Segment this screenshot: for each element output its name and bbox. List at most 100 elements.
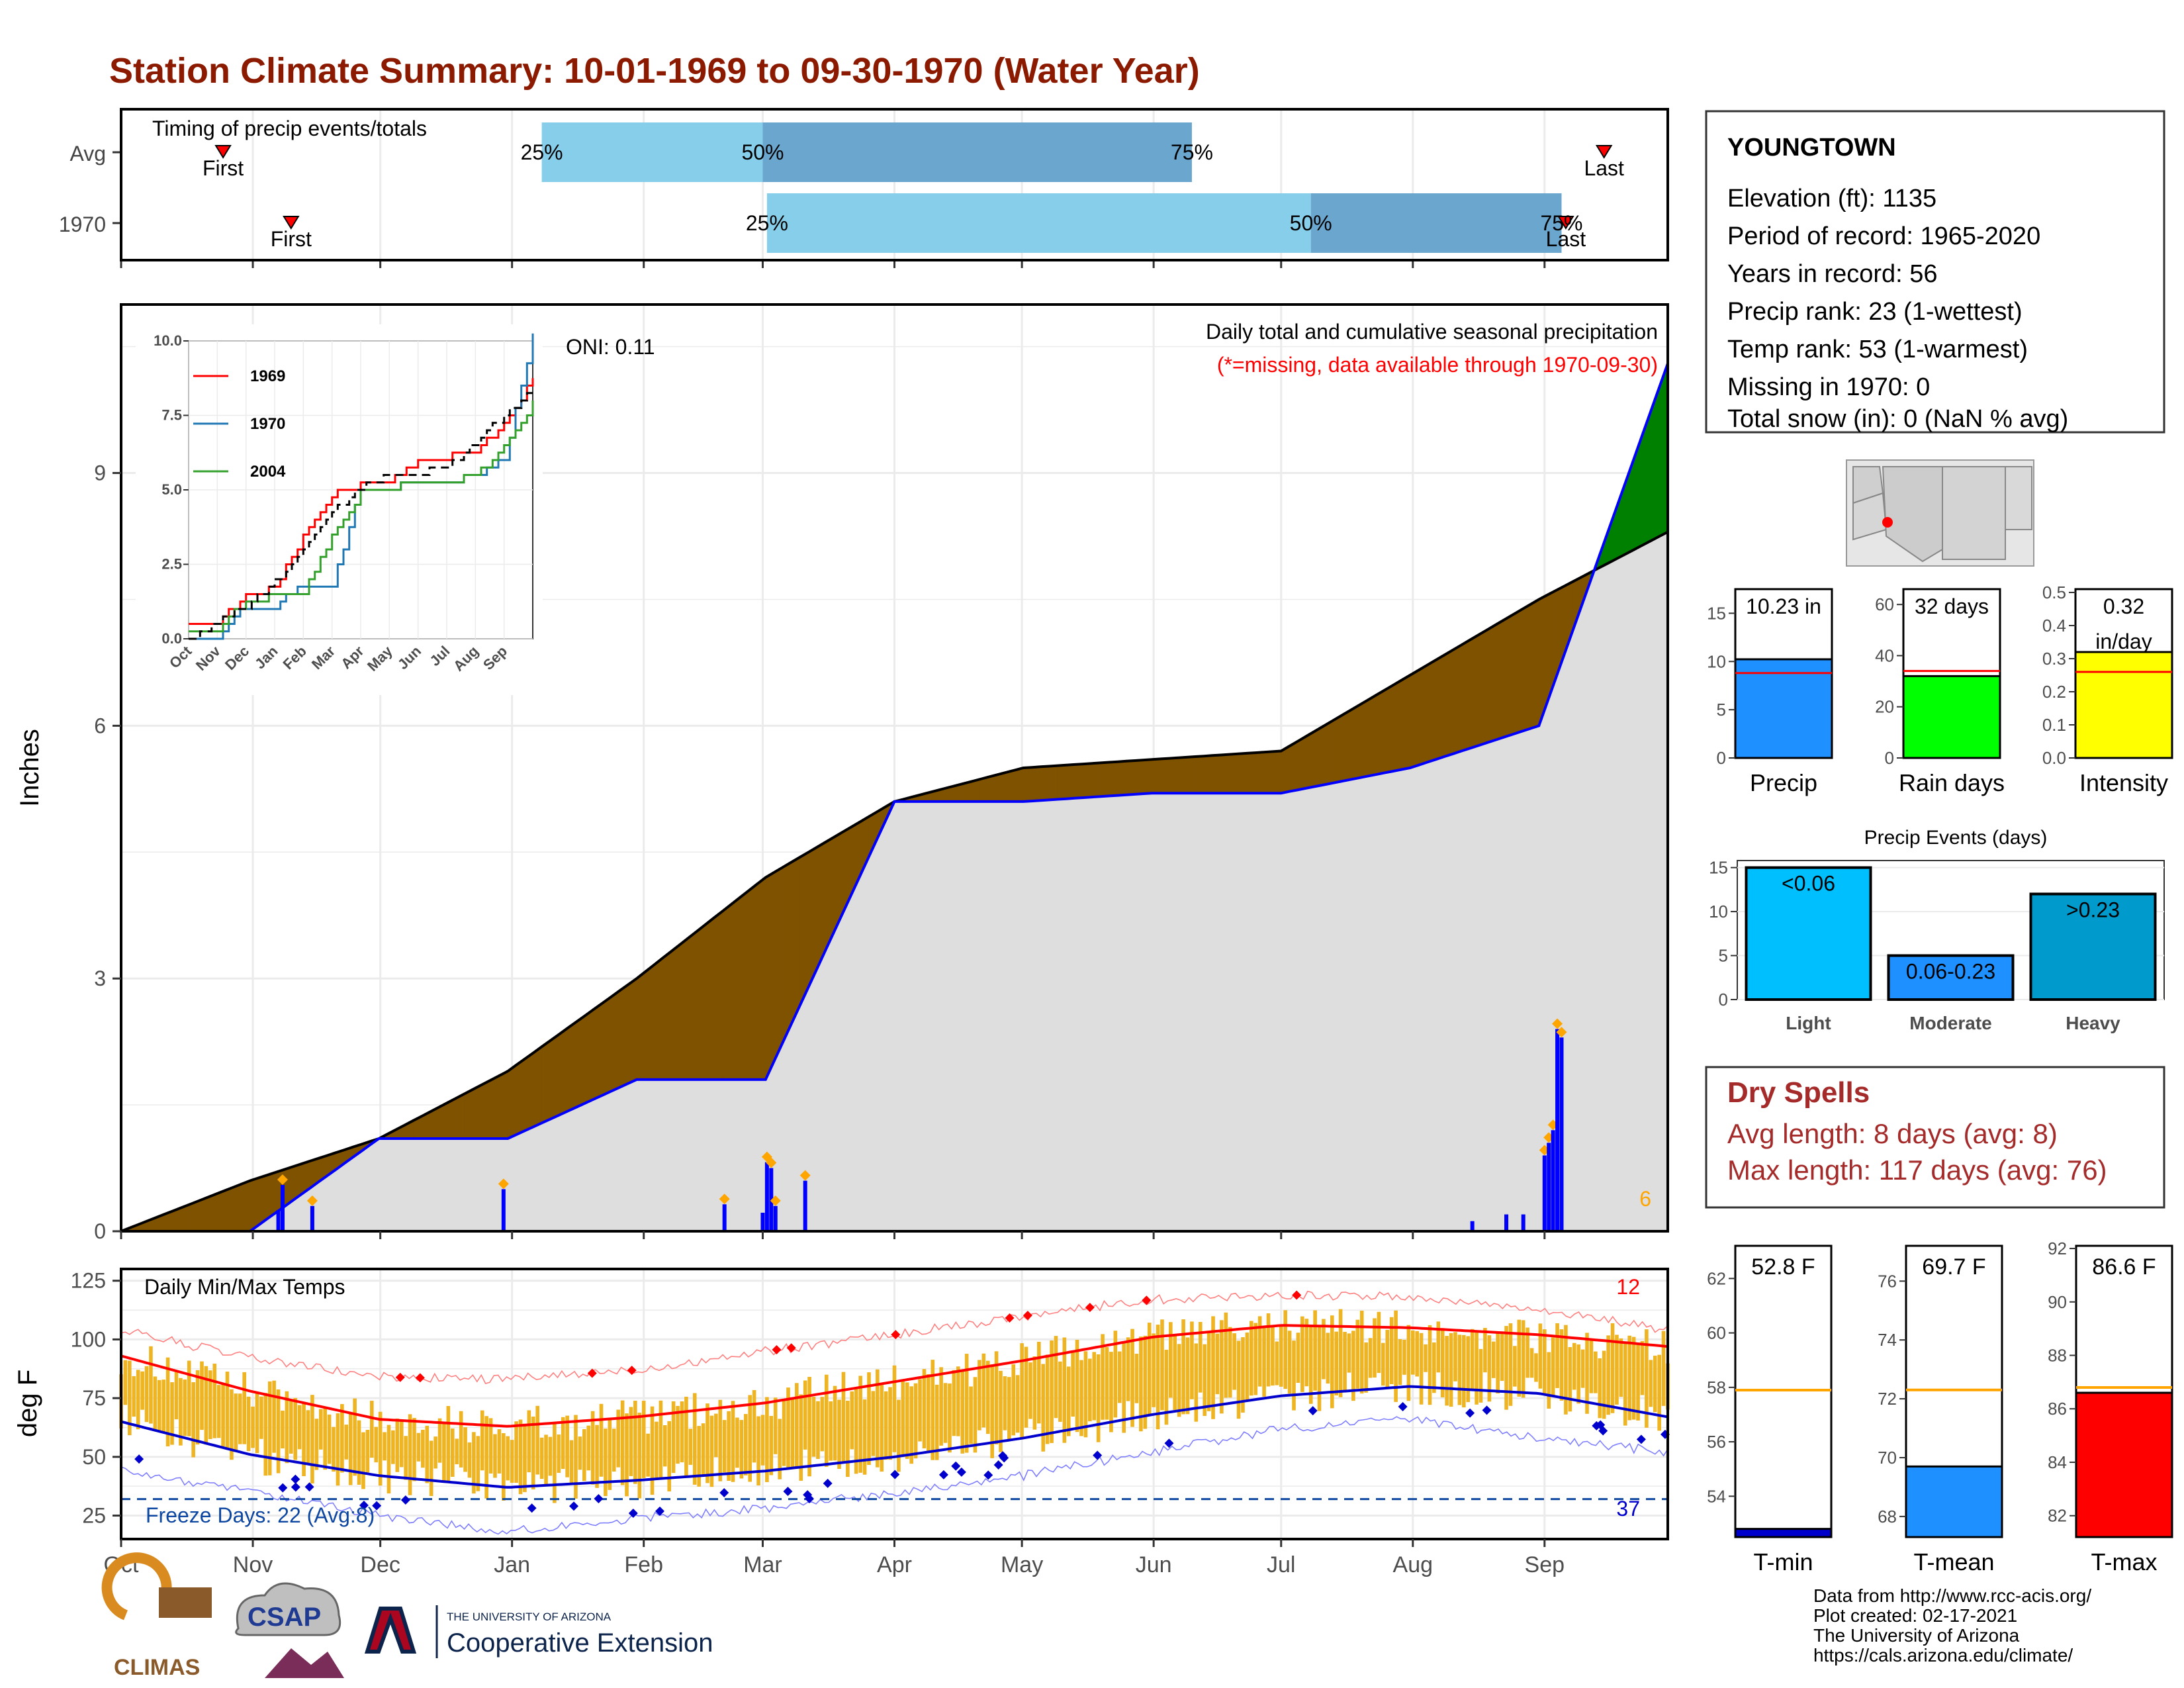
- daily-temp-range-bar: [1449, 1333, 1453, 1407]
- deficit-segment: [258, 1174, 268, 1226]
- daily-temp-range-bar: [544, 1434, 548, 1485]
- daily-temp-range-bar: [752, 1389, 756, 1463]
- deficit-segment: [1512, 609, 1522, 735]
- daily-temp-range-bar: [1020, 1343, 1024, 1439]
- daily-temp-range-bar: [506, 1436, 510, 1481]
- daily-temp-range-bar: [1245, 1333, 1250, 1402]
- month-label: Sep: [1525, 1552, 1565, 1577]
- station-line: Period of record: 1965-2020: [1727, 222, 2040, 250]
- daily-temp-range-bar: [1343, 1331, 1347, 1393]
- events-category-label: Moderate: [1909, 1013, 1991, 1033]
- station-line: Missing in 1970: 0: [1727, 373, 1930, 401]
- daily-temp-range-bar: [1475, 1331, 1479, 1405]
- temp-category-label: T-min: [1754, 1548, 1813, 1575]
- daily-temp-range-bar: [1424, 1344, 1428, 1372]
- deficit-segment: [1152, 758, 1161, 794]
- daily-temp-range-bar: [913, 1383, 918, 1459]
- daily-precip-bar: [1551, 1130, 1555, 1231]
- deficit-segment: [1048, 765, 1058, 800]
- daily-temp-range-bar: [1211, 1316, 1215, 1419]
- summary-y-tick-label: 0.3: [2042, 649, 2066, 669]
- heavy-event-marker: [498, 1178, 509, 1190]
- daily-precip-bar: [1521, 1214, 1525, 1231]
- daily-temp-range-bar: [276, 1389, 281, 1474]
- daily-temp-range-bar: [956, 1366, 960, 1436]
- daily-temp-range-bar: [1160, 1319, 1164, 1411]
- daily-temp-range-bar: [994, 1351, 999, 1444]
- daily-temp-range-bar: [922, 1369, 927, 1449]
- daily-temp-range-bar: [778, 1419, 782, 1479]
- daily-temp-range-bar: [1491, 1341, 1496, 1378]
- daily-temp-range-bar: [187, 1360, 191, 1436]
- avg-max-line: [120, 1324, 1668, 1428]
- daily-temp-range-bar: [811, 1397, 816, 1457]
- precip-y-axis: 0 3 6 9: [94, 461, 1546, 1243]
- inset-legend-label: 1970: [250, 415, 285, 433]
- daily-temp-range-bar: [255, 1391, 259, 1454]
- deficit-segment: [189, 1200, 199, 1232]
- station-line: Years in record: 56: [1727, 260, 1938, 288]
- temp-value-label: 69.7 F: [1922, 1254, 1985, 1280]
- daily-temp-range-bar: [395, 1418, 400, 1472]
- daily-temp-range-bar: [612, 1429, 616, 1472]
- daily-temp-range-bar: [1631, 1336, 1636, 1420]
- deficit-segment: [250, 1177, 259, 1232]
- deficit-segment: [1100, 762, 1110, 797]
- deficit-segment: [619, 984, 629, 1088]
- daily-temp-range-bar: [365, 1430, 370, 1473]
- daily-temp-range-bar: [259, 1396, 263, 1439]
- deficit-segment: [1341, 710, 1351, 782]
- daily-temp-range-bar: [1381, 1342, 1385, 1386]
- deficit-segment: [971, 778, 981, 802]
- daily-temp-range-bar: [144, 1366, 149, 1423]
- daily-temp-range-bar: [128, 1360, 132, 1436]
- daily-temp-range-bar: [1610, 1323, 1615, 1413]
- heavy-event-marker: [770, 1195, 781, 1206]
- events-category-label: Light: [1786, 1013, 1831, 1033]
- daily-temp-range-bar: [297, 1405, 302, 1450]
- daily-temp-range-bar: [1487, 1335, 1492, 1402]
- daily-temp-range-bar: [1576, 1344, 1580, 1404]
- events-category-label: Heavy: [2066, 1013, 2120, 1033]
- summary-y-tick-label: 20: [1875, 697, 1894, 717]
- daily-temp-range-bar: [939, 1367, 943, 1446]
- timing-row-label-year: 1970: [59, 212, 106, 236]
- month-label: Feb: [624, 1552, 663, 1577]
- daily-temp-range-bar: [684, 1396, 688, 1476]
- summary-value-label: 32 days: [1915, 594, 1989, 618]
- temp-y-tick-label: 125: [71, 1269, 106, 1293]
- summary-y-tick-label: 0.1: [2042, 715, 2066, 735]
- daily-temp-range-bar: [1101, 1334, 1105, 1420]
- record-low-marker: [938, 1470, 948, 1479]
- daily-temp-range-bar: [1015, 1375, 1020, 1433]
- daily-temp-range-bar: [204, 1366, 208, 1445]
- month-label: Mar: [743, 1552, 782, 1577]
- daily-temp-range-bar: [1147, 1323, 1152, 1416]
- record-low-marker: [1465, 1408, 1475, 1418]
- daily-temp-range-bar: [472, 1432, 476, 1494]
- deficit-segment: [1367, 694, 1376, 777]
- daily-temp-range-bar: [1287, 1331, 1292, 1394]
- summary-y-tick-label: 60: [1875, 594, 1894, 614]
- daily-temp-range-bar: [1241, 1337, 1245, 1413]
- daily-temp-range-bar: [969, 1386, 973, 1444]
- deficit-segment: [473, 1084, 482, 1139]
- temp-bar-y-tick-label: 74: [1878, 1330, 1897, 1350]
- events-bar: [1887, 954, 2015, 1002]
- heavy-event-marker: [277, 1174, 288, 1185]
- month-label: Jan: [494, 1552, 530, 1577]
- month-label: Jul: [1267, 1552, 1295, 1577]
- daily-temp-range-bar: [1598, 1358, 1602, 1419]
- record-high-marker: [1023, 1311, 1032, 1321]
- summary-y-tick-label: 15: [1707, 603, 1726, 623]
- daily-temp-range-bar: [336, 1413, 340, 1486]
- daily-temp-range-bar: [387, 1425, 391, 1494]
- deficit-segment: [1134, 759, 1144, 795]
- avg-min-line: [120, 1385, 1668, 1489]
- inset-series-line: [189, 400, 534, 633]
- deficit-segment: [1246, 752, 1256, 794]
- daily-temp-range-bar: [1279, 1325, 1283, 1387]
- daily-temp-range-bar: [429, 1440, 433, 1496]
- daily-temp-range-bar: [267, 1381, 272, 1476]
- daily-temp-range-bar: [1330, 1315, 1334, 1409]
